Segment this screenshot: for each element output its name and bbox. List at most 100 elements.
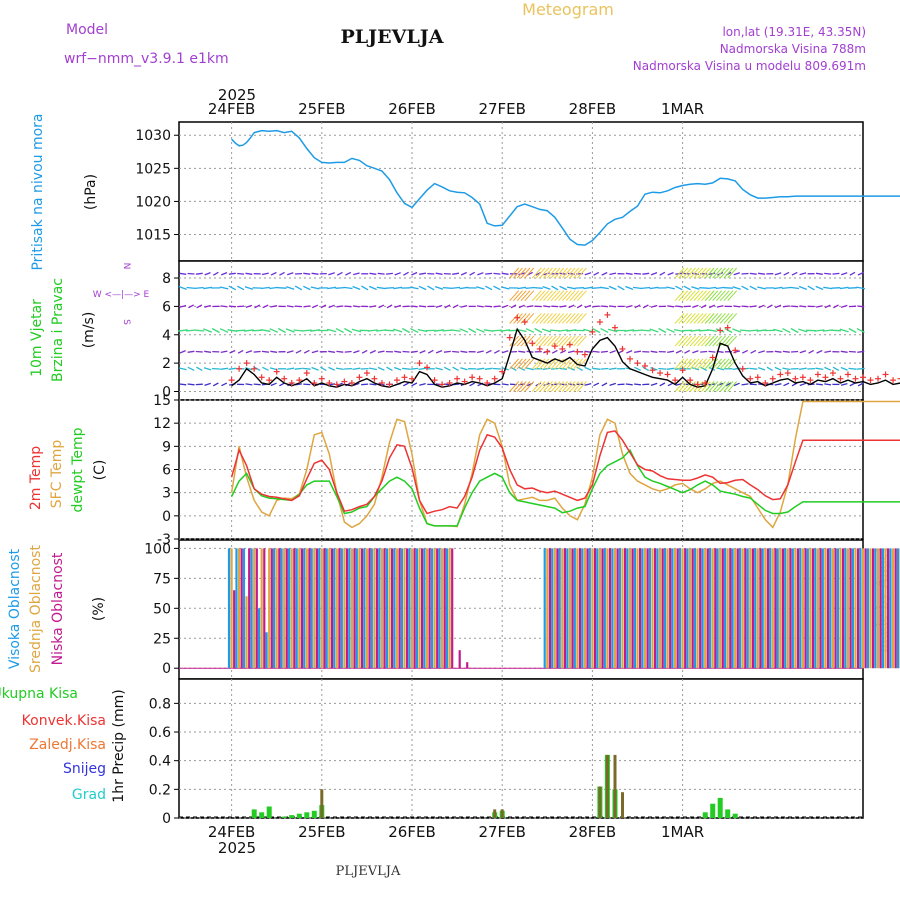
wind-arrow-strong bbox=[693, 290, 704, 302]
wind-arrow bbox=[221, 382, 228, 387]
wind-arrow bbox=[723, 287, 733, 289]
wind-arrow bbox=[328, 304, 335, 309]
wind-arrow bbox=[774, 304, 782, 309]
wind-arrow bbox=[518, 350, 526, 353]
precip-bar-convective bbox=[493, 809, 497, 818]
wind-arrow bbox=[418, 367, 427, 371]
wind-arrow-strong bbox=[686, 313, 696, 324]
wind-arrow bbox=[634, 366, 641, 371]
wind-arrow bbox=[683, 285, 691, 291]
wind-arrow bbox=[551, 285, 559, 291]
wind-arrow bbox=[386, 304, 393, 309]
wind-arrow bbox=[410, 328, 419, 333]
wind-arrow-strong bbox=[531, 381, 542, 392]
wind-arrow bbox=[848, 367, 857, 370]
wind-axis-unit: (m/s) bbox=[81, 312, 97, 349]
wind-arrow bbox=[749, 285, 757, 291]
wind-arrow-strong bbox=[516, 335, 527, 347]
wind-arrow bbox=[261, 350, 269, 353]
wind-arrow bbox=[756, 329, 767, 332]
wind-arrow bbox=[344, 350, 352, 353]
dewpt-line bbox=[230, 448, 900, 527]
wind-arrow bbox=[733, 350, 741, 354]
wind-arrow-strong bbox=[550, 313, 561, 324]
wind-arrow bbox=[253, 383, 261, 386]
wind-arrow bbox=[343, 286, 353, 290]
model-value: wrf−nmm_v3.9.1 e1km bbox=[64, 51, 229, 67]
wind-arrow bbox=[624, 329, 635, 332]
cloud-axis-title-mid: Srednja Oblacnost bbox=[28, 545, 44, 673]
wind-arrow bbox=[667, 350, 675, 354]
wind-arrow bbox=[781, 286, 791, 290]
wind-arrow bbox=[601, 382, 608, 387]
wind-arrow bbox=[394, 304, 401, 309]
x-tick-label-top: 24FEB bbox=[208, 100, 255, 118]
wind-arrow-strong bbox=[543, 313, 553, 324]
wind-arrow-strong bbox=[509, 290, 520, 302]
wind-arrow bbox=[227, 329, 238, 332]
precip-legend-total: Ukupna Kisa bbox=[0, 686, 78, 702]
wind-arrow bbox=[311, 350, 319, 354]
wind-arrow bbox=[501, 304, 509, 309]
wind-arrow bbox=[675, 349, 682, 354]
wind-arrow bbox=[369, 383, 377, 386]
wind-arrow bbox=[791, 305, 799, 308]
wind-arrow bbox=[856, 286, 866, 290]
wind-arrow bbox=[542, 285, 551, 290]
wind-arrow bbox=[460, 350, 468, 353]
wind-arrow-strong bbox=[723, 358, 734, 370]
wind-arrow bbox=[733, 382, 740, 387]
wind-arrow bbox=[302, 367, 311, 370]
wind-arrow bbox=[584, 366, 592, 371]
wind-arrow bbox=[592, 327, 601, 334]
wind-arrow bbox=[617, 285, 625, 291]
wind-arrow bbox=[666, 367, 675, 370]
wind-arrow bbox=[847, 287, 858, 289]
wind-arrow bbox=[708, 350, 716, 353]
wind-arrow bbox=[848, 350, 856, 353]
wind-arrow-strong bbox=[719, 313, 730, 324]
wind-arrow-strong bbox=[708, 335, 719, 347]
tick-label-pressure: 1030 bbox=[135, 128, 171, 144]
wind-arrow-strong bbox=[516, 313, 527, 324]
wind-arrow bbox=[592, 367, 601, 370]
wind-arrow bbox=[253, 366, 261, 371]
wind-arrow bbox=[773, 328, 783, 333]
wind-arrow bbox=[328, 272, 335, 276]
wind-arrow bbox=[549, 329, 560, 332]
wind-arrow bbox=[476, 328, 485, 333]
wind-arrow bbox=[783, 271, 790, 276]
wind-arrow bbox=[725, 382, 732, 387]
wind-arrow-strong bbox=[682, 381, 692, 392]
model-label: Model bbox=[66, 22, 108, 38]
wind-arrow-strong bbox=[727, 358, 738, 370]
wind-arrow-strong bbox=[569, 290, 580, 302]
wind-arrow bbox=[559, 367, 568, 370]
wind-arrow-strong bbox=[577, 313, 587, 324]
wind-arrow bbox=[559, 285, 567, 291]
wind-arrow-strong bbox=[546, 335, 557, 347]
wind-arrow bbox=[286, 286, 295, 290]
wind-arrow bbox=[419, 382, 426, 386]
wind-arrow bbox=[450, 329, 461, 332]
wind-arrow bbox=[204, 350, 212, 353]
wind-arrow bbox=[228, 305, 236, 308]
wind-arrow bbox=[667, 305, 675, 308]
wind-arrow bbox=[633, 272, 642, 275]
wind-arrow bbox=[625, 383, 633, 386]
wind-arrow bbox=[625, 272, 633, 275]
wind-arrow-strong bbox=[723, 313, 734, 324]
wind-arrow bbox=[600, 350, 608, 353]
wind-arrow bbox=[270, 382, 277, 387]
wind-arrow bbox=[419, 350, 426, 354]
wind-arrow bbox=[559, 305, 567, 308]
wind-arrow-strong bbox=[678, 290, 689, 302]
wind-arrow bbox=[824, 304, 831, 309]
wind-arrow bbox=[245, 304, 253, 309]
wind-arrow bbox=[641, 286, 651, 290]
wind-arrow bbox=[177, 329, 188, 332]
wind-arrow-strong bbox=[716, 381, 726, 392]
wind-arrow bbox=[799, 382, 807, 387]
wind-arrow-strong bbox=[573, 381, 583, 392]
wind-arrow bbox=[384, 286, 394, 289]
